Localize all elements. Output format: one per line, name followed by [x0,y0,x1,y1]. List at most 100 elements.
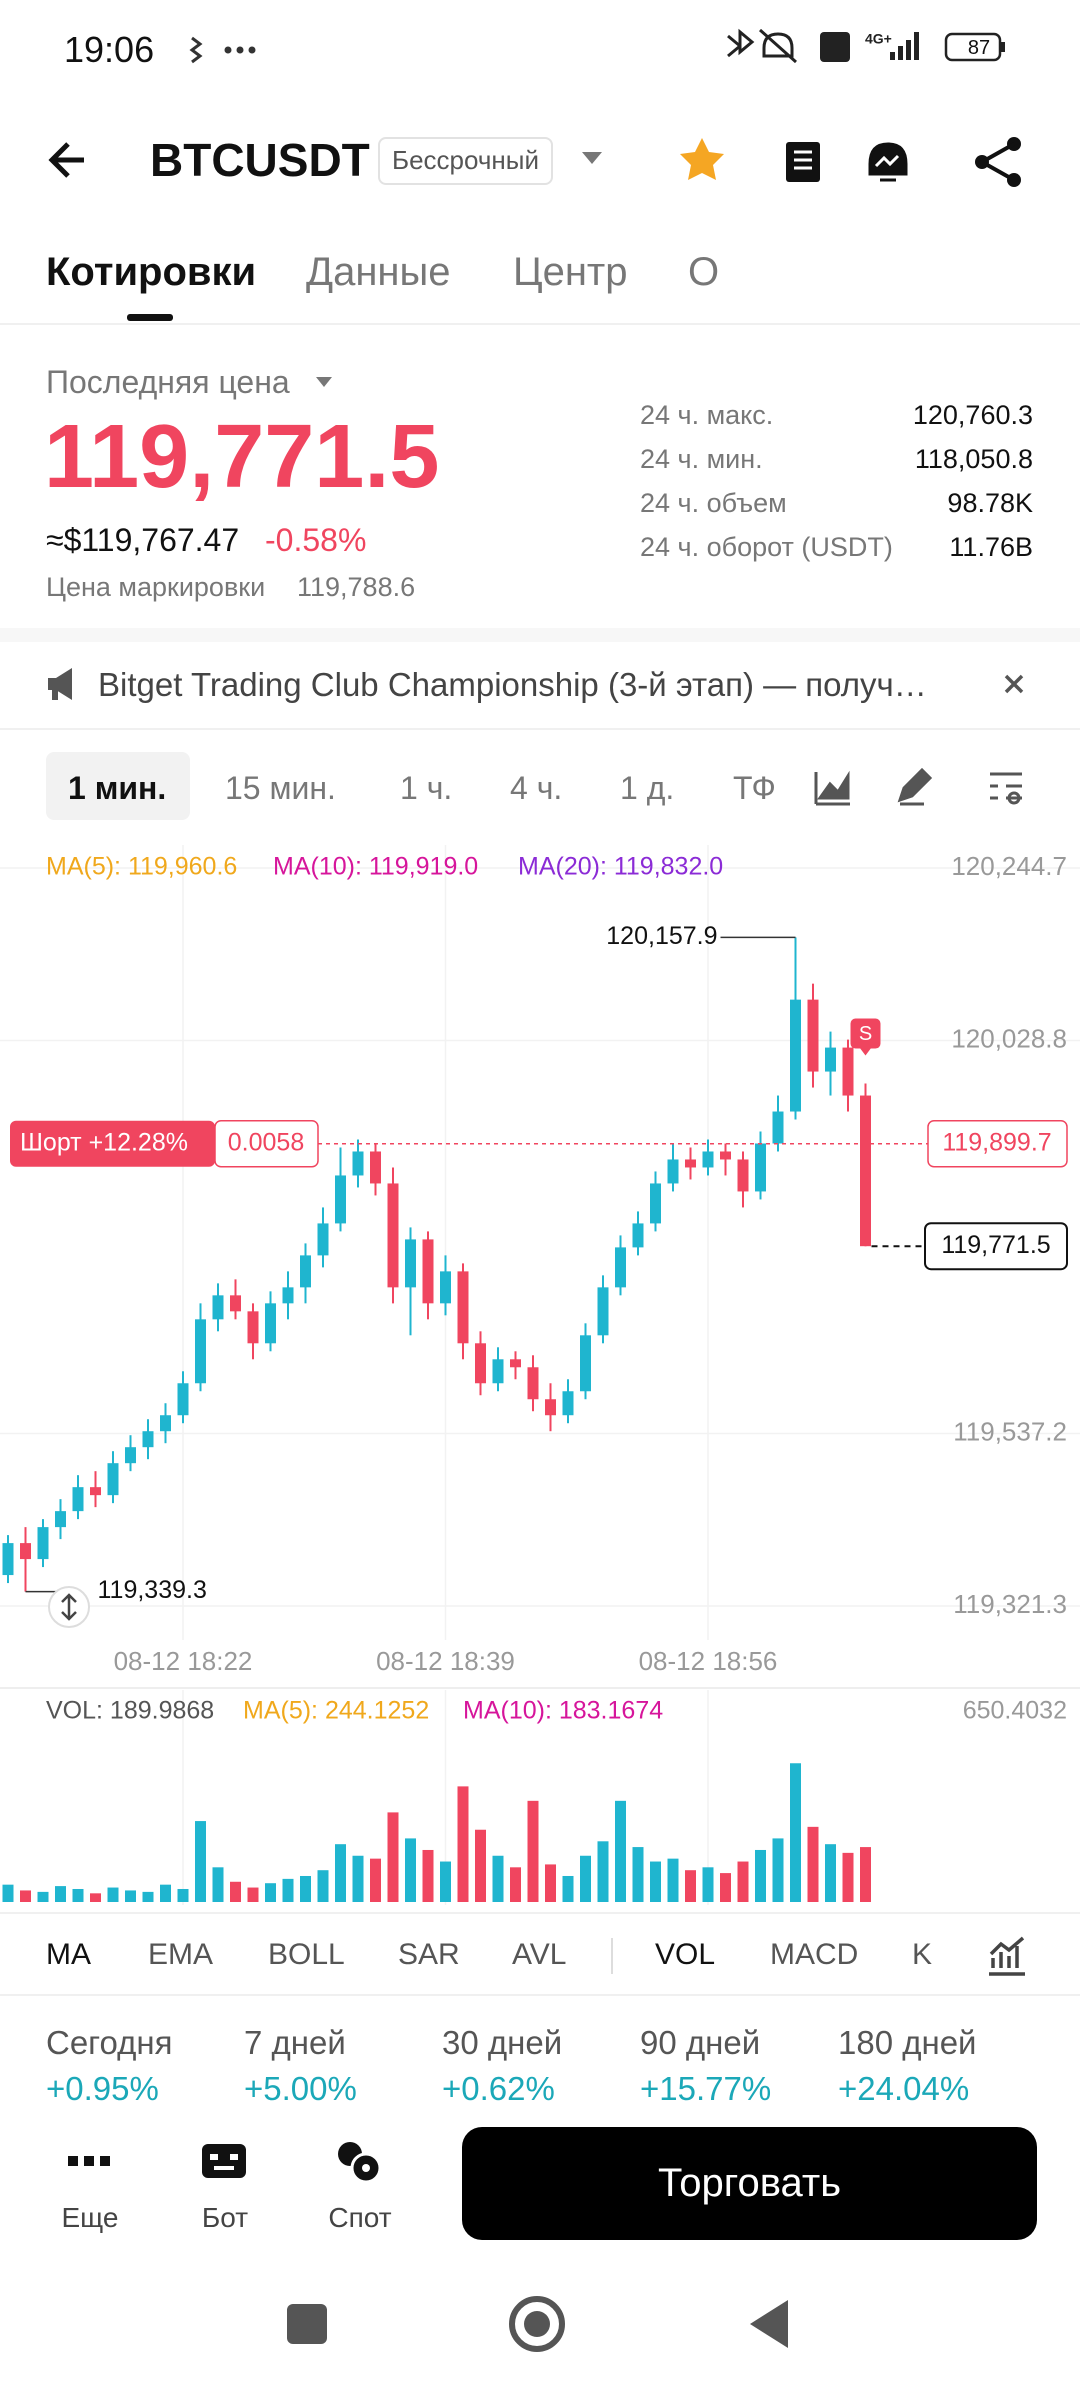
indicator[interactable]: MACD [770,1938,859,1971]
back-button[interactable] [40,130,100,190]
volume-bar [755,1849,766,1902]
svg-text:4G+: 4G+ [865,31,892,47]
chart-tools [814,767,1022,806]
indicator[interactable]: EMA [148,1938,214,1971]
volume-bar [37,1891,49,1902]
share-icon[interactable] [975,137,1021,187]
candle-body [352,1151,364,1176]
back[interactable] [750,2300,788,2348]
volume-bar [825,1844,836,1902]
period-value: +0.62% [442,2070,555,2107]
nav-label[interactable]: Еще [61,2202,119,2233]
indicator-divider [611,1938,613,1974]
candle-body [615,1247,626,1288]
timeframe[interactable]: 1 ч. [400,770,453,806]
position-size: 0.0058 [228,1128,304,1156]
timeframe[interactable]: 4 ч. [510,770,563,806]
volume-bar [667,1858,679,1902]
chart-type-icon[interactable] [814,770,850,806]
candle-body [72,1487,84,1512]
stat-value: 98.78K [947,488,1033,518]
dropdown-arrow[interactable] [580,148,604,168]
indicator[interactable]: BOLL [268,1938,345,1971]
candle-body [860,1095,871,1247]
last-price-label[interactable]: Последняя цена [46,364,290,400]
candle-body [405,1239,416,1288]
candle-body [335,1175,346,1224]
draw-icon[interactable] [897,767,933,806]
status-icons-left [189,36,256,64]
price-change: -0.58% [265,522,367,558]
last-price: 119,771.5 [44,407,440,507]
indicator[interactable]: MA [46,1938,91,1971]
contract-badge[interactable]: Бессрочный [378,137,553,185]
header-actions [680,137,1021,187]
dropdown-arrow [316,377,332,387]
tab[interactable]: Центр [513,250,628,294]
volume-bar [72,1888,84,1902]
volume-bar [160,1884,171,1902]
volume-bar [457,1786,469,1902]
candle-body [90,1487,101,1496]
candle-body [422,1239,434,1304]
divider [0,728,1080,730]
candle-body [755,1143,766,1192]
volume-bar [212,1867,224,1902]
indicator[interactable]: AVL [512,1938,567,1971]
timeframe[interactable]: 15 мин. [225,770,336,806]
tab[interactable]: О [688,250,720,294]
candle-body [282,1287,294,1304]
close-banner[interactable] [1000,670,1028,698]
nav-label[interactable]: Бот [201,2202,249,2233]
volume-bar [702,1867,714,1902]
indicator[interactable]: SAR [398,1938,460,1971]
favorite-star[interactable] [680,138,724,180]
volume-bar [317,1870,329,1902]
x-tick-label: 08-12 18:39 [376,1646,515,1676]
timeframe[interactable]: 1 мин. [68,770,167,806]
position-badge [10,1120,215,1167]
indicator[interactable]: VOL [655,1938,716,1971]
period-value: +15.77% [640,2070,772,2107]
indicator[interactable]: K [912,1938,933,1971]
y-tick-label: 119,537.2 [953,1416,1067,1446]
indicator-settings[interactable] [985,1934,1029,1978]
tab[interactable]: Данные [306,250,451,294]
nav-label[interactable]: Спот [328,2202,392,2233]
candle-body [772,1111,784,1144]
candle-body [650,1183,661,1224]
signal-text: S [859,1023,872,1045]
volume-bar [440,1861,451,1902]
tab[interactable]: Котировки [46,250,257,294]
candle-body [212,1295,224,1320]
settings-icon[interactable] [990,772,1022,800]
y-tick-label: 119,321.3 [953,1589,1067,1619]
vol-legend: MA(5): 244.1252 [243,1697,429,1725]
timeframe-selected [46,752,190,820]
mark-price: 119,788.6 [297,572,416,602]
volume-bar [562,1875,574,1902]
annotation: 120,157.9 [606,922,717,950]
symbol: BTCUSDT [150,134,370,186]
trade-button[interactable]: Торговать [462,2127,1037,2240]
candle-body [300,1255,311,1288]
candle-body [475,1343,486,1384]
volume-bar [20,1890,31,1902]
volume-bar [650,1861,661,1902]
candle-body [790,999,801,1112]
home[interactable] [509,2296,565,2352]
timeframe[interactable]: 1 д. [620,770,675,806]
period-value: +5.00% [244,2070,357,2107]
ma-legend: MA(20): 119,832.0 [518,853,723,881]
volume-bar [177,1888,189,1902]
position-label: Шорт +12.28% [20,1128,188,1156]
timeframe[interactable]: ТФ [733,770,776,806]
volume-bar [142,1891,154,1902]
volume-bar [90,1893,101,1902]
banner-text[interactable]: Bitget Trading Club Championship (3-й эт… [98,666,927,703]
notes-icon[interactable] [786,142,820,182]
recent-apps[interactable] [287,2304,327,2344]
volume-bar [842,1852,854,1902]
position-price: 119,899.7 [942,1128,1051,1156]
x-tick-label: 08-12 18:56 [639,1646,778,1676]
